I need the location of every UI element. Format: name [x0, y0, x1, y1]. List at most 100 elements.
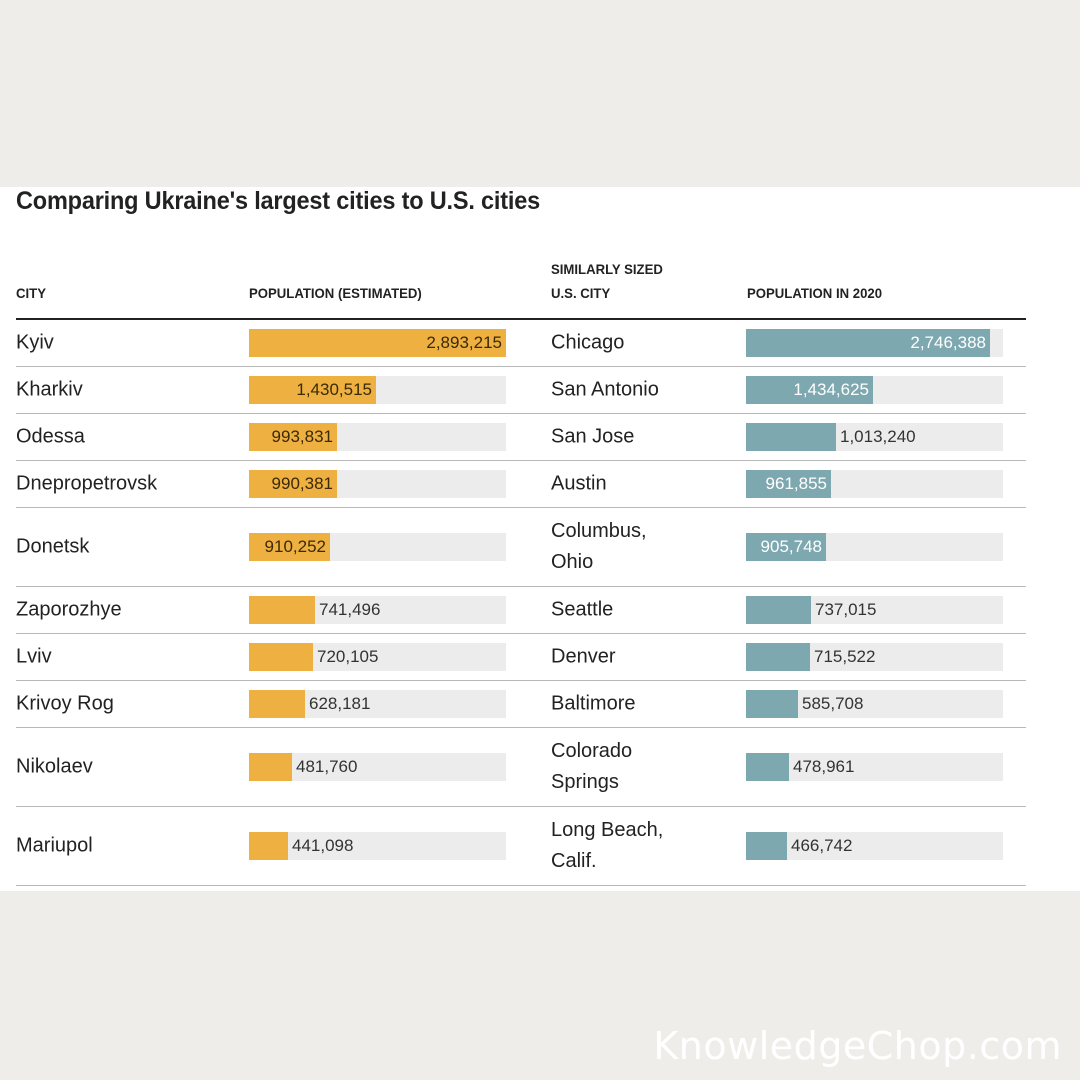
- us-population-label: 585,708: [802, 694, 864, 713]
- ukraine-population-bar-track: 720,105: [249, 643, 506, 671]
- us-city-name: Columbus, Ohio: [551, 520, 647, 573]
- us-population-label: 715,522: [814, 647, 876, 666]
- header-similar-line2: U.S. CITY: [551, 285, 611, 301]
- us-population-bar: [746, 690, 798, 718]
- ukraine-city-name: Dnepropetrovsk: [16, 472, 158, 495]
- ukraine-population-label: 910,252: [264, 537, 326, 556]
- ukraine-population-label: 481,760: [296, 757, 358, 776]
- ukraine-population-label: 441,098: [292, 836, 354, 855]
- ukraine-population-label: 1,430,515: [296, 380, 372, 399]
- ukraine-population-bar-track: 628,181: [249, 690, 506, 718]
- us-population-bar-track: 478,961: [746, 753, 1003, 781]
- us-population-label: 905,748: [760, 537, 822, 556]
- us-population-bar: [746, 533, 826, 561]
- ukraine-population-bar: [249, 533, 330, 561]
- ukraine-population-bar: [249, 329, 506, 357]
- us-city-name: Colorado Springs: [551, 740, 633, 793]
- watermark: KnowledgeChop.com: [653, 1024, 1062, 1068]
- chart-title: Comparing Ukraine's largest cities to U.…: [16, 187, 540, 215]
- ukraine-population-bar: [249, 643, 313, 671]
- us-city-name: Seattle: [551, 598, 614, 621]
- ukraine-city-name: Odessa: [16, 425, 85, 448]
- header-city: CITY: [16, 285, 46, 301]
- table-row: Donetsk 910,252 Columbus, Ohio 905,748: [16, 508, 1026, 587]
- us-population-bar: [746, 423, 836, 451]
- chart-panel: Comparing Ukraine's largest cities to U.…: [0, 187, 1080, 891]
- us-population-bar-track: 715,522: [746, 643, 1003, 671]
- us-city-name: San Antonio: [551, 378, 659, 401]
- us-population-bar-track: 2,746,388: [746, 329, 1003, 357]
- ukraine-population-bar: [249, 376, 376, 404]
- ukraine-city-name: Mariupol: [16, 834, 93, 857]
- table-row: Zaporozhye 741,496 Seattle 737,015: [16, 587, 1026, 634]
- ukraine-population-bar-track: 2,893,215: [249, 329, 506, 357]
- header-population-2020: POPULATION IN 2020: [747, 285, 883, 301]
- us-city-name: Austin: [551, 472, 607, 495]
- ukraine-population-bar: [249, 423, 337, 451]
- us-population-label: 1,434,625: [793, 380, 869, 399]
- ukraine-city-name: Donetsk: [16, 535, 90, 558]
- us-population-label: 961,855: [765, 474, 827, 493]
- ukraine-population-label: 741,496: [319, 600, 381, 619]
- us-city-name: Denver: [551, 645, 616, 668]
- ukraine-population-bar-track: 910,252: [249, 533, 506, 561]
- ukraine-city-name: Kyiv: [16, 331, 54, 354]
- ukraine-city-name: Lviv: [16, 645, 52, 668]
- ukraine-population-label: 628,181: [309, 694, 371, 713]
- us-population-bar-track: 1,434,625: [746, 376, 1003, 404]
- ukraine-population-bar-track: 481,760: [249, 753, 506, 781]
- us-population-label: 737,015: [815, 600, 877, 619]
- table-row: Dnepropetrovsk 990,381 Austin 961,855: [16, 461, 1026, 508]
- us-population-bar-track: 585,708: [746, 690, 1003, 718]
- us-population-bar: [746, 470, 831, 498]
- header-similar-line1: SIMILARLY SIZED: [551, 261, 663, 277]
- us-population-bar: [746, 376, 873, 404]
- ukraine-population-label: 720,105: [317, 647, 379, 666]
- us-population-label: 2,746,388: [910, 333, 986, 352]
- ukraine-population-bar: [249, 470, 337, 498]
- table-row: Kharkiv 1,430,515 San Antonio 1,434,625: [16, 367, 1026, 414]
- ukraine-population-bar-track: 441,098: [249, 832, 506, 860]
- us-population-bar: [746, 832, 787, 860]
- ukraine-city-name: Kharkiv: [16, 378, 83, 401]
- us-city-name: Chicago: [551, 331, 625, 354]
- us-population-bar-track: 1,013,240: [746, 423, 1003, 451]
- table-row: Odessa 993,831 San Jose 1,013,240: [16, 414, 1026, 461]
- header-divider: [16, 318, 1026, 320]
- ukraine-population-bar-track: 990,381: [249, 470, 506, 498]
- header-population-estimated: POPULATION (ESTIMATED): [249, 285, 422, 301]
- ukraine-population-bar-track: 1,430,515: [249, 376, 506, 404]
- table-row: Nikolaev 481,760 Colorado Springs 478,961: [16, 728, 1026, 807]
- ukraine-population-label: 2,893,215: [426, 333, 502, 352]
- ukraine-city-name: Nikolaev: [16, 755, 93, 778]
- ukraine-population-bar: [249, 690, 305, 718]
- ukraine-population-bar: [249, 596, 315, 624]
- ukraine-city-name: Krivoy Rog: [16, 692, 114, 715]
- us-population-label: 1,013,240: [840, 427, 916, 446]
- us-city-name: Long Beach, Calif.: [551, 819, 664, 872]
- ukraine-population-bar: [249, 832, 288, 860]
- us-city-name: San Jose: [551, 425, 635, 448]
- us-city-name: Baltimore: [551, 692, 636, 715]
- us-population-label: 478,961: [793, 757, 855, 776]
- us-population-bar-track: 905,748: [746, 533, 1003, 561]
- us-population-bar: [746, 596, 811, 624]
- us-population-bar-track: 961,855: [746, 470, 1003, 498]
- ukraine-population-label: 993,831: [271, 427, 333, 446]
- table-row: Krivoy Rog 628,181 Baltimore 585,708: [16, 681, 1026, 728]
- table-row: Kyiv 2,893,215 Chicago 2,746,388: [16, 320, 1026, 367]
- table-row: Mariupol 441,098 Long Beach, Calif. 466,742: [16, 807, 1026, 886]
- us-population-bar-track: 466,742: [746, 832, 1003, 860]
- us-population-bar-track: 737,015: [746, 596, 1003, 624]
- ukraine-population-label: 990,381: [271, 474, 333, 493]
- ukraine-population-bar-track: 741,496: [249, 596, 506, 624]
- table-row: Lviv 720,105 Denver 715,522: [16, 634, 1026, 681]
- ukraine-city-name: Zaporozhye: [16, 598, 122, 621]
- us-population-bar: [746, 643, 810, 671]
- ukraine-population-bar: [249, 753, 292, 781]
- ukraine-population-bar-track: 993,831: [249, 423, 506, 451]
- us-population-bar: [746, 329, 990, 357]
- us-population-label: 466,742: [791, 836, 853, 855]
- table-body: Kyiv 2,893,215 Chicago 2,746,388 Kharkiv 1,43…: [16, 320, 1026, 886]
- us-population-bar: [746, 753, 789, 781]
